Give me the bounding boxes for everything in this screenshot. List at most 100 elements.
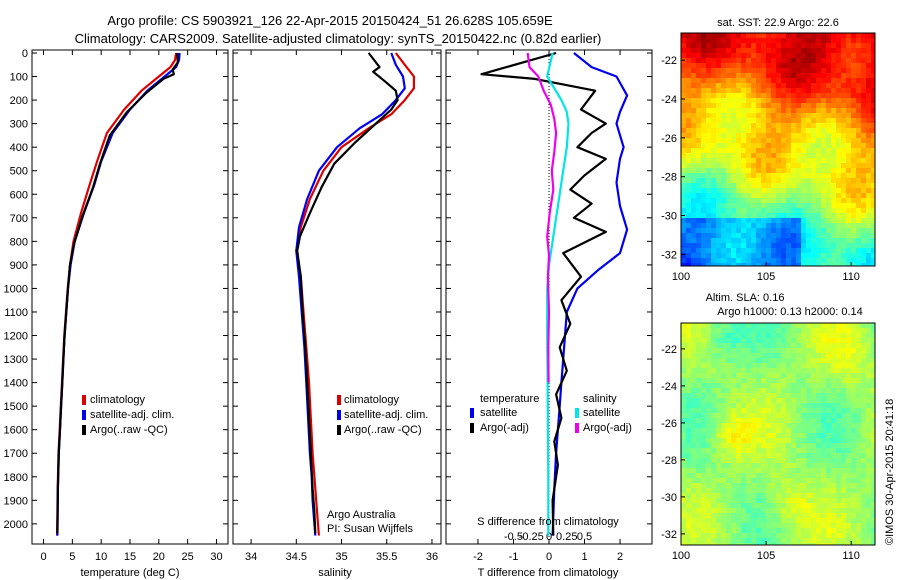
- field-cell: [736, 78, 742, 84]
- sst-map-title: sat. SST: 22.9 Argo: 22.6: [717, 17, 839, 29]
- field-cell: [701, 538, 707, 544]
- field-cell: [851, 218, 857, 224]
- field-cell: [691, 63, 697, 69]
- field-cell: [811, 163, 817, 169]
- field-cell: [816, 493, 822, 499]
- field-cell: [751, 513, 757, 519]
- field-cell: [756, 393, 762, 399]
- field-cell: [771, 248, 777, 254]
- field-cell: [841, 343, 847, 349]
- field-cell: [721, 93, 727, 99]
- field-cell: [756, 323, 762, 329]
- field-cell: [696, 68, 702, 74]
- field-cell: [681, 418, 687, 424]
- field-cell: [856, 153, 862, 159]
- field-cell: [816, 238, 822, 244]
- field-cell: [806, 148, 812, 154]
- field-cell: [691, 443, 697, 449]
- field-cell: [836, 168, 842, 174]
- field-cell: [786, 88, 792, 94]
- field-cell: [786, 393, 792, 399]
- field-cell: [831, 73, 837, 79]
- field-cell: [801, 343, 807, 349]
- field-cell: [731, 168, 737, 174]
- legend-swatch-argo: [337, 425, 341, 435]
- field-cell: [756, 48, 762, 54]
- field-cell: [761, 43, 767, 49]
- field-cell: [681, 508, 687, 514]
- field-cell: [766, 373, 772, 379]
- field-cell: [781, 483, 787, 489]
- field-cell: [776, 208, 782, 214]
- field-cell: [806, 373, 812, 379]
- field-cell: [851, 118, 857, 124]
- field-cell: [746, 93, 752, 99]
- field-cell: [716, 188, 722, 194]
- field-cell: [871, 148, 875, 154]
- field-cell: [681, 443, 687, 449]
- field-cell: [866, 183, 872, 189]
- field-cell: [686, 168, 692, 174]
- field-cell: [766, 108, 772, 114]
- field-cell: [846, 333, 852, 339]
- field-cell: [826, 478, 832, 484]
- field-cell: [861, 108, 867, 114]
- field-cell: [836, 93, 842, 99]
- field-cell: [741, 458, 747, 464]
- field-cell: [701, 358, 707, 364]
- field-cell: [816, 473, 822, 479]
- field-cell: [751, 263, 757, 266]
- field-cell: [731, 358, 737, 364]
- s-tick-label: -0.25: [519, 531, 544, 543]
- field-cell: [801, 438, 807, 444]
- field-cell: [701, 423, 707, 429]
- x-tick-label: 2: [617, 551, 623, 563]
- field-cell: [716, 478, 722, 484]
- field-cell: [831, 108, 837, 114]
- field-cell: [866, 108, 872, 114]
- field-cell: [696, 188, 702, 194]
- field-cell: [751, 458, 757, 464]
- field-cell: [761, 508, 767, 514]
- field-cell: [766, 338, 772, 344]
- field-cell: [846, 148, 852, 154]
- field-cell: [696, 163, 702, 169]
- field-cell: [721, 348, 727, 354]
- field-cell: [806, 523, 812, 529]
- field-cell: [691, 378, 697, 384]
- field-cell: [801, 368, 807, 374]
- field-cell: [771, 33, 777, 39]
- field-cell: [691, 388, 697, 394]
- field-cell: [871, 123, 875, 129]
- field-cell: [776, 543, 782, 545]
- field-cell: [691, 113, 697, 119]
- field-cell: [736, 473, 742, 479]
- field-cell: [801, 233, 807, 239]
- field-cell: [686, 83, 692, 89]
- field-cell: [816, 338, 822, 344]
- field-cell: [856, 478, 862, 484]
- field-cell: [841, 233, 847, 239]
- field-cell: [681, 358, 687, 364]
- field-cell: [751, 523, 757, 529]
- field-cell: [786, 233, 792, 239]
- field-cell: [726, 43, 732, 49]
- field-cell: [871, 488, 875, 494]
- field-cell: [811, 103, 817, 109]
- field-cell: [796, 448, 802, 454]
- field-cell: [716, 368, 722, 374]
- field-cell: [696, 98, 702, 104]
- field-cell: [786, 173, 792, 179]
- field-cell: [826, 428, 832, 434]
- field-cell: [821, 83, 827, 89]
- field-cell: [796, 243, 802, 249]
- field-cell: [721, 498, 727, 504]
- field-cell: [701, 48, 707, 54]
- field-cell: [731, 498, 737, 504]
- field-cell: [736, 148, 742, 154]
- field-cell: [861, 143, 867, 149]
- field-cell: [816, 408, 822, 414]
- field-cell: [786, 363, 792, 369]
- field-cell: [861, 238, 867, 244]
- field-cell: [851, 78, 857, 84]
